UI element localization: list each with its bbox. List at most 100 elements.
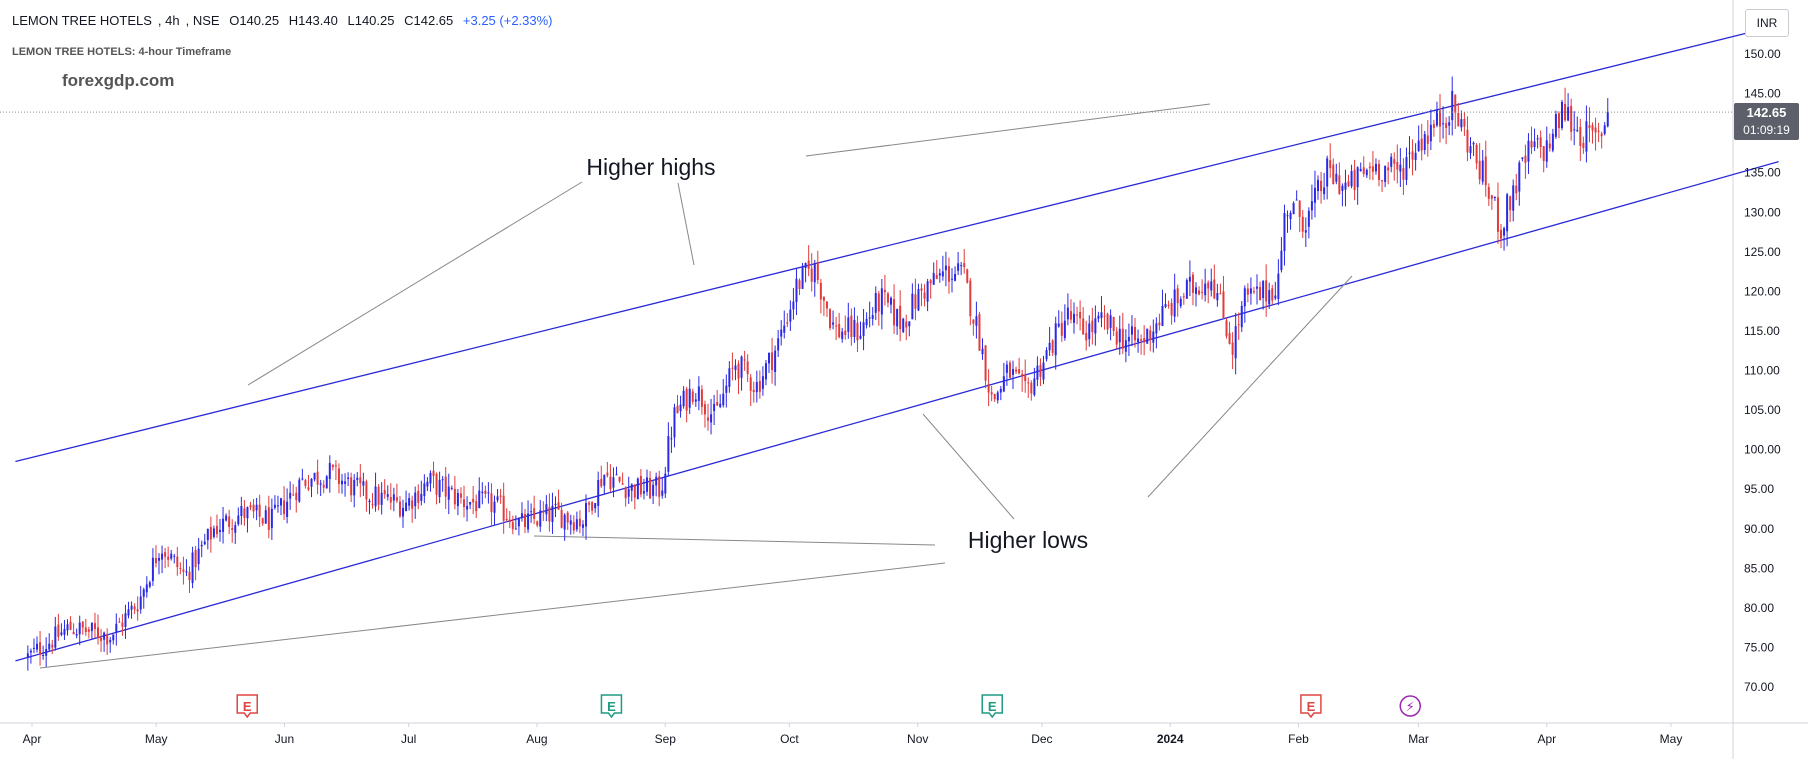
candle-body-386 bbox=[1204, 283, 1207, 296]
candle-body-218 bbox=[691, 391, 694, 402]
event-marker-dividend-2[interactable] bbox=[981, 694, 1003, 719]
price-axis[interactable]: 70.00 75.00 80.00 85.00 90.00 95.00 100.00 105.… bbox=[1744, 47, 1781, 694]
candle-body-400 bbox=[1246, 288, 1249, 295]
candle-body-332 bbox=[1039, 364, 1042, 377]
candle-body-333 bbox=[1042, 362, 1045, 380]
price-tick-label-5: 95.00 bbox=[1744, 482, 1774, 496]
candle-body-59 bbox=[206, 528, 209, 541]
candle-body-358 bbox=[1118, 328, 1121, 343]
candle-body-467 bbox=[1451, 90, 1454, 121]
annotation-pointer-4 bbox=[39, 562, 946, 669]
candle-body-223 bbox=[707, 417, 710, 421]
candle-body-70 bbox=[240, 506, 243, 516]
chart-subtitle: LEMON TREE HOTELS: 4-hour Timeframe bbox=[12, 46, 232, 58]
candle-body-95 bbox=[316, 471, 319, 485]
candle-body-230 bbox=[728, 368, 731, 387]
candle-body-226 bbox=[716, 402, 719, 406]
candle-body-266 bbox=[838, 323, 841, 338]
candle-body-234 bbox=[740, 356, 743, 378]
price-tick-label-16: 150.00 bbox=[1744, 47, 1781, 61]
candle-body-114 bbox=[374, 486, 377, 507]
candle-body-370 bbox=[1155, 323, 1158, 334]
candle-body-38 bbox=[142, 589, 145, 597]
candle-body-498 bbox=[1545, 140, 1548, 162]
candle-body-81 bbox=[273, 504, 276, 508]
candle-body-142 bbox=[459, 493, 462, 498]
candle-body-272 bbox=[856, 322, 859, 341]
candle-body-16 bbox=[75, 634, 78, 636]
candle-body-351 bbox=[1097, 315, 1100, 319]
candle-body-88 bbox=[295, 492, 298, 501]
candle-body-0 bbox=[26, 653, 29, 659]
candle-body-327 bbox=[1024, 374, 1027, 382]
candle-body-403 bbox=[1256, 286, 1259, 289]
candle-body-246 bbox=[777, 338, 780, 351]
price-tick-label-8: 110.00 bbox=[1744, 364, 1780, 378]
candle-body-434 bbox=[1350, 171, 1353, 187]
interval[interactable]: 4h bbox=[165, 13, 180, 28]
candle-body-48 bbox=[173, 555, 176, 557]
candle-body-191 bbox=[609, 476, 612, 490]
candle-body-58 bbox=[203, 541, 206, 545]
candle-body-109 bbox=[359, 477, 362, 484]
candle-body-231 bbox=[731, 367, 734, 369]
time-tick-label-7: Nov bbox=[907, 732, 928, 746]
event-marker-dividend-1[interactable] bbox=[600, 694, 623, 719]
event-markers: E E E E ⚡ bbox=[236, 694, 1421, 719]
price-tick-label-13: 135.00 bbox=[1744, 166, 1781, 180]
candle-body-490 bbox=[1521, 157, 1524, 159]
candle-body-424 bbox=[1320, 180, 1323, 192]
currency-button[interactable]: INR bbox=[1745, 9, 1789, 37]
candle-body-15 bbox=[72, 631, 75, 635]
candle-body-480 bbox=[1490, 195, 1493, 199]
candle-body-356 bbox=[1112, 316, 1115, 331]
candle-body-380 bbox=[1185, 280, 1188, 299]
candle-body-138 bbox=[447, 486, 450, 500]
price-change: +3.25 (+2.33%) bbox=[462, 13, 553, 28]
candle-body-188 bbox=[600, 478, 603, 487]
channel-line-lower[interactable] bbox=[15, 160, 1779, 662]
candle-body-375 bbox=[1170, 302, 1173, 316]
time-tick-label-2: Jun bbox=[275, 732, 294, 746]
candle-body-131 bbox=[426, 481, 429, 487]
candle-body-303 bbox=[951, 278, 954, 280]
candle-body-385 bbox=[1201, 291, 1204, 293]
candle-body-291 bbox=[914, 294, 917, 309]
candle-body-459 bbox=[1426, 135, 1429, 144]
candle-body-437 bbox=[1359, 169, 1362, 171]
candle-body-146 bbox=[472, 498, 475, 503]
time-axis[interactable]: Apr May Jun Jul Aug Sep Oct Nov Dec 2024 Feb Mar Apr… bbox=[23, 723, 1683, 746]
candle-body-361 bbox=[1127, 336, 1130, 342]
candle-body-110 bbox=[362, 481, 365, 486]
candle-body-323 bbox=[1012, 369, 1015, 375]
candle-body-173 bbox=[554, 503, 557, 505]
candle-body-355 bbox=[1109, 315, 1112, 328]
channel-line-upper[interactable] bbox=[15, 25, 1775, 463]
price-tick-label-9: 115.00 bbox=[1744, 324, 1780, 338]
candle-body-187 bbox=[597, 480, 600, 506]
candle-body-274 bbox=[862, 322, 865, 337]
event-marker-label-1: E bbox=[607, 699, 616, 714]
candle-body-193 bbox=[615, 474, 618, 476]
price-tick-label-2: 80.00 bbox=[1744, 601, 1774, 615]
event-marker-split-4[interactable] bbox=[1399, 695, 1421, 717]
time-tick-label-13: May bbox=[1660, 732, 1683, 746]
symbol-name[interactable]: LEMON TREE HOTELS bbox=[12, 13, 152, 28]
annotation-pointer-2 bbox=[805, 103, 1211, 157]
event-marker-earnings-3[interactable] bbox=[1300, 694, 1322, 719]
candle-body-100 bbox=[331, 464, 334, 468]
candle-body-128 bbox=[417, 490, 420, 503]
candle-body-262 bbox=[825, 301, 828, 309]
candle-body-335 bbox=[1048, 342, 1051, 351]
candle-body-510 bbox=[1582, 143, 1585, 149]
time-tick-label-1: May bbox=[145, 732, 168, 746]
candle-body-353 bbox=[1103, 315, 1106, 317]
candle-body-243 bbox=[768, 352, 771, 364]
candle-body-147 bbox=[475, 501, 478, 512]
candle-body-392 bbox=[1222, 291, 1225, 318]
candle-body-273 bbox=[859, 335, 862, 339]
event-marker-earnings-0[interactable] bbox=[236, 694, 258, 719]
candle-body-445 bbox=[1384, 165, 1387, 182]
